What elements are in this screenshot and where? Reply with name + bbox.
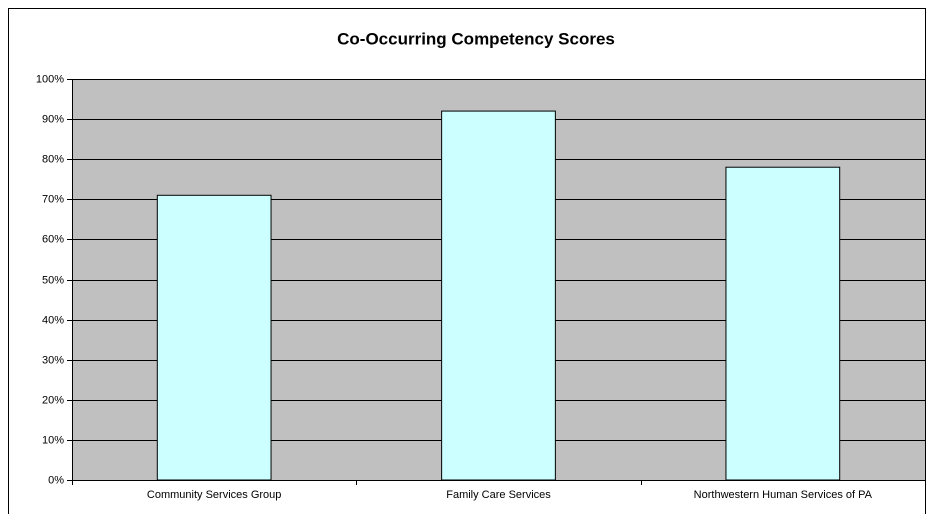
y-tick-label: 60%	[42, 233, 64, 245]
y-tick-label: 40%	[42, 314, 64, 326]
bar	[725, 166, 841, 481]
y-tick-label: 50%	[42, 274, 64, 286]
y-tick-label: 90%	[42, 113, 64, 125]
y-tick-label: 80%	[42, 153, 64, 165]
chart-title: Co-Occurring Competency Scores	[337, 29, 615, 48]
y-tick-label: 20%	[42, 394, 64, 406]
bar	[441, 110, 556, 481]
y-tick-label: 10%	[42, 434, 64, 446]
bar	[156, 194, 272, 481]
y-tick-label: 70%	[42, 193, 64, 205]
x-tick-label: Northwestern Human Services of PA	[694, 489, 873, 501]
y-tick-label: 0%	[48, 474, 64, 486]
y-tick-label: 100%	[36, 73, 64, 85]
x-tick-label: Family Care Services	[446, 489, 551, 501]
x-tick-label: Community Services Group	[147, 489, 282, 501]
y-tick-label: 30%	[42, 354, 64, 366]
